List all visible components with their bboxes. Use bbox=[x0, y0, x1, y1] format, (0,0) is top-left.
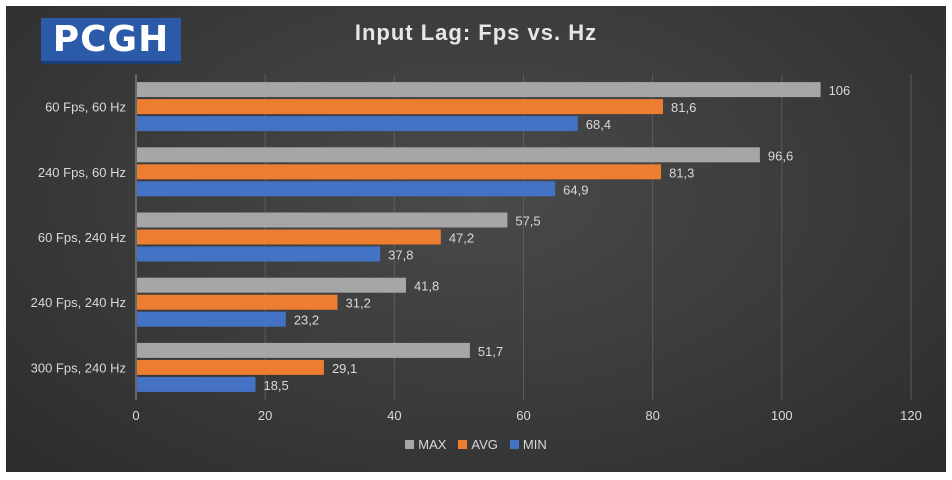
data-label-max: 96,6 bbox=[768, 148, 793, 163]
bar-max bbox=[137, 212, 508, 228]
legend-swatch-max bbox=[405, 440, 415, 449]
x-tick-label: 120 bbox=[900, 408, 922, 423]
legend-swatch-avg bbox=[458, 440, 468, 449]
category-label: 60 Fps, 60 Hz bbox=[45, 100, 126, 115]
pcgh-logo: PCGH bbox=[41, 18, 181, 64]
chart-legend: MAX AVG MIN bbox=[6, 437, 946, 452]
x-tick-label: 60 bbox=[516, 408, 530, 423]
legend-swatch-min bbox=[509, 440, 519, 449]
data-label-avg: 47,2 bbox=[449, 231, 474, 246]
bar-avg bbox=[137, 99, 663, 115]
category-label: 60 Fps, 240 Hz bbox=[38, 230, 126, 245]
x-tick-label: 100 bbox=[771, 408, 793, 423]
bar-avg bbox=[137, 164, 662, 180]
bar-max bbox=[137, 82, 821, 98]
data-label-min: 18,5 bbox=[263, 378, 288, 393]
legend-item-max: MAX bbox=[405, 437, 446, 452]
x-tick-label: 0 bbox=[132, 408, 139, 423]
data-label-max: 106 bbox=[829, 83, 851, 98]
data-label-min: 64,9 bbox=[563, 182, 588, 197]
data-label-min: 68,4 bbox=[586, 117, 611, 132]
category-label: 240 Fps, 60 Hz bbox=[38, 165, 126, 180]
category-label: 240 Fps, 240 Hz bbox=[31, 295, 126, 310]
legend-item-min: MIN bbox=[509, 437, 547, 452]
data-label-max: 51,7 bbox=[478, 344, 503, 359]
bar-avg bbox=[137, 229, 441, 245]
legend-label-max: MAX bbox=[418, 437, 447, 452]
bar-max bbox=[137, 147, 760, 163]
legend-label-min: MIN bbox=[522, 437, 547, 452]
bar-min bbox=[137, 246, 381, 262]
bar-max bbox=[137, 277, 406, 293]
chart-title: Input Lag: Fps vs. Hz bbox=[354, 20, 598, 45]
bar-max bbox=[137, 342, 470, 358]
data-label-avg: 31,2 bbox=[346, 296, 371, 311]
bar-min bbox=[137, 181, 556, 197]
data-label-avg: 29,1 bbox=[332, 361, 357, 376]
x-tick-label: 40 bbox=[387, 408, 401, 423]
category-label: 300 Fps, 240 Hz bbox=[31, 360, 126, 375]
data-label-avg: 81,6 bbox=[671, 100, 696, 115]
data-label-min: 23,2 bbox=[294, 313, 319, 328]
data-label-max: 57,5 bbox=[515, 214, 540, 229]
bar-min bbox=[137, 116, 578, 132]
legend-label-avg: AVG bbox=[471, 437, 498, 452]
bar-chart: 0 20 40 60 80 100 120 60 Fps, 60 Hz 106 81,6 68,4 2… bbox=[31, 74, 922, 423]
x-tick-label: 80 bbox=[645, 408, 659, 423]
legend-item-avg: AVG bbox=[458, 437, 498, 452]
data-label-min: 37,8 bbox=[388, 248, 413, 263]
data-label-avg: 81,3 bbox=[669, 165, 694, 180]
bar-min bbox=[137, 311, 286, 327]
bar-avg bbox=[137, 294, 338, 310]
x-tick-label: 20 bbox=[258, 408, 272, 423]
data-label-max: 41,8 bbox=[414, 279, 439, 294]
bar-min bbox=[137, 376, 256, 392]
chart-frame: PCGH Input Lag: Fps vs. Hz 0 20 40 60 80 100 1… bbox=[6, 6, 946, 472]
bar-avg bbox=[137, 359, 324, 375]
